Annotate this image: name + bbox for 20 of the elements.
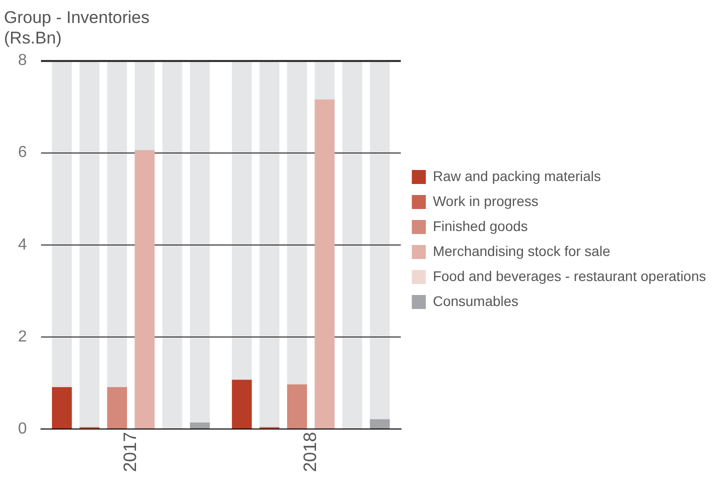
- legend-label: Food and beverages - restaurant operations: [432, 268, 706, 284]
- bar: [370, 419, 390, 428]
- y-tick-label: 2: [18, 328, 27, 346]
- x-tick-label: 2018: [300, 432, 320, 472]
- bar: [107, 387, 128, 428]
- chart-title: Group - Inventories (Rs.Bn): [4, 8, 150, 48]
- y-tick-label: 6: [18, 144, 27, 162]
- legend-label: Work in progress: [432, 192, 538, 209]
- y-tick-label: 0: [18, 420, 27, 438]
- bar: [287, 384, 307, 428]
- legend-label: Consumables: [432, 292, 518, 309]
- bar: [190, 422, 210, 428]
- y-tick-label: 4: [18, 236, 27, 254]
- y-tick-label: 8: [18, 52, 27, 70]
- bar: [52, 387, 72, 428]
- legend-label: Finished goods: [432, 218, 528, 234]
- legend-label: Raw and packing materials: [432, 168, 601, 184]
- bar: [232, 380, 252, 428]
- legend-label: Merchandising stock for sale: [432, 242, 610, 259]
- x-tick-label: 2017: [120, 432, 140, 472]
